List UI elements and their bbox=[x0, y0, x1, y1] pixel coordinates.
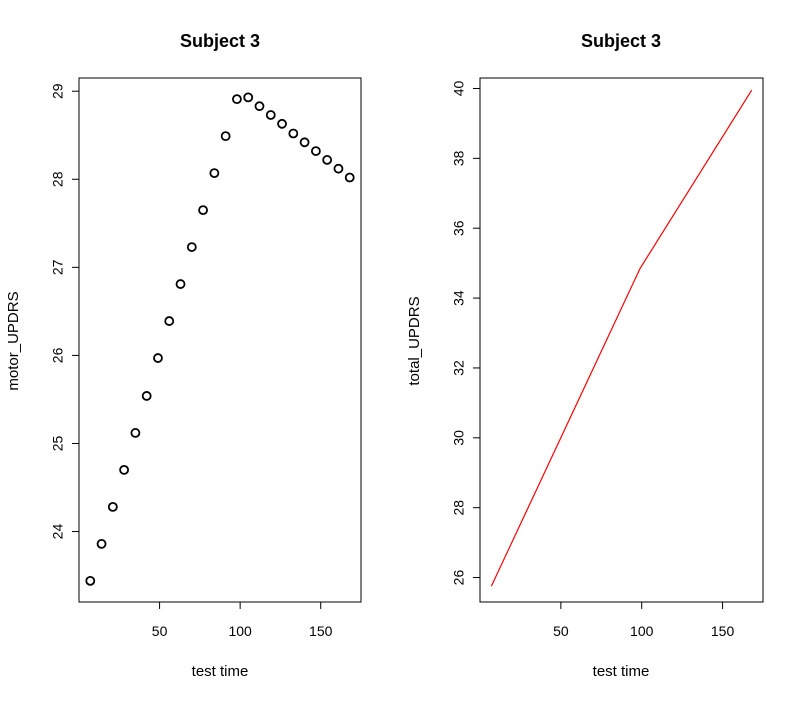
x-tick-label: 50 bbox=[152, 623, 168, 639]
data-point bbox=[198, 205, 208, 216]
data-point bbox=[130, 428, 141, 438]
data-point bbox=[107, 501, 118, 512]
y-tick-label: 26 bbox=[451, 570, 467, 586]
data-point bbox=[243, 92, 254, 103]
y-axis-label: total_UPDRS bbox=[406, 296, 423, 385]
plot-frame bbox=[78, 77, 362, 603]
chart-title: Subject 3 bbox=[180, 31, 260, 51]
data-point bbox=[322, 155, 333, 165]
y-axis-label: motor_UPDRS bbox=[5, 291, 22, 390]
y-tick-label: 34 bbox=[451, 290, 467, 306]
y-tick-label: 36 bbox=[451, 220, 467, 236]
data-point bbox=[220, 131, 231, 142]
y-tick-label: 28 bbox=[50, 171, 66, 187]
y-tick-label: 24 bbox=[50, 524, 66, 540]
x-tick-label: 150 bbox=[711, 623, 735, 639]
data-point bbox=[344, 172, 355, 183]
data-point bbox=[333, 163, 344, 174]
data-point bbox=[175, 279, 186, 289]
data-point bbox=[96, 538, 107, 549]
x-tick-label: 150 bbox=[309, 623, 333, 639]
x-axis-label: test time bbox=[192, 663, 249, 680]
data-point bbox=[164, 316, 175, 326]
x-tick-label: 50 bbox=[553, 623, 569, 639]
series-line bbox=[490, 89, 753, 587]
y-tick-label: 32 bbox=[451, 360, 467, 376]
data-point bbox=[288, 128, 299, 139]
data-point bbox=[232, 94, 242, 105]
data-point bbox=[209, 168, 220, 179]
data-point bbox=[141, 391, 152, 401]
data-point bbox=[254, 101, 265, 112]
data-point bbox=[85, 575, 96, 586]
data-point bbox=[277, 118, 287, 129]
data-point bbox=[119, 464, 130, 475]
x-tick-label: 100 bbox=[630, 623, 654, 639]
data-point bbox=[186, 242, 197, 252]
motor-updrs-panel: Subject 3 test time motor_UPDRS 50 100 150… bbox=[5, 31, 362, 680]
plot-frame bbox=[479, 77, 764, 603]
data-point bbox=[310, 146, 321, 156]
data-point bbox=[153, 353, 163, 363]
total-updrs-panel: Subject 3 test time total_UPDRS 50 100 150… bbox=[406, 31, 764, 680]
y-tick-label: 25 bbox=[50, 435, 66, 451]
y-tick-label: 27 bbox=[50, 259, 66, 275]
y-tick-label: 30 bbox=[451, 430, 467, 446]
data-point bbox=[299, 137, 310, 148]
y-tick-label: 38 bbox=[451, 150, 467, 166]
x-axis-label: test time bbox=[593, 663, 650, 680]
chart-title: Subject 3 bbox=[581, 31, 661, 51]
x-tick-label: 100 bbox=[228, 623, 252, 639]
data-point bbox=[265, 110, 276, 120]
y-tick-label: 28 bbox=[451, 500, 467, 516]
y-tick-label: 26 bbox=[50, 347, 66, 363]
y-tick-label: 40 bbox=[451, 80, 467, 96]
y-tick-label: 29 bbox=[50, 83, 66, 99]
